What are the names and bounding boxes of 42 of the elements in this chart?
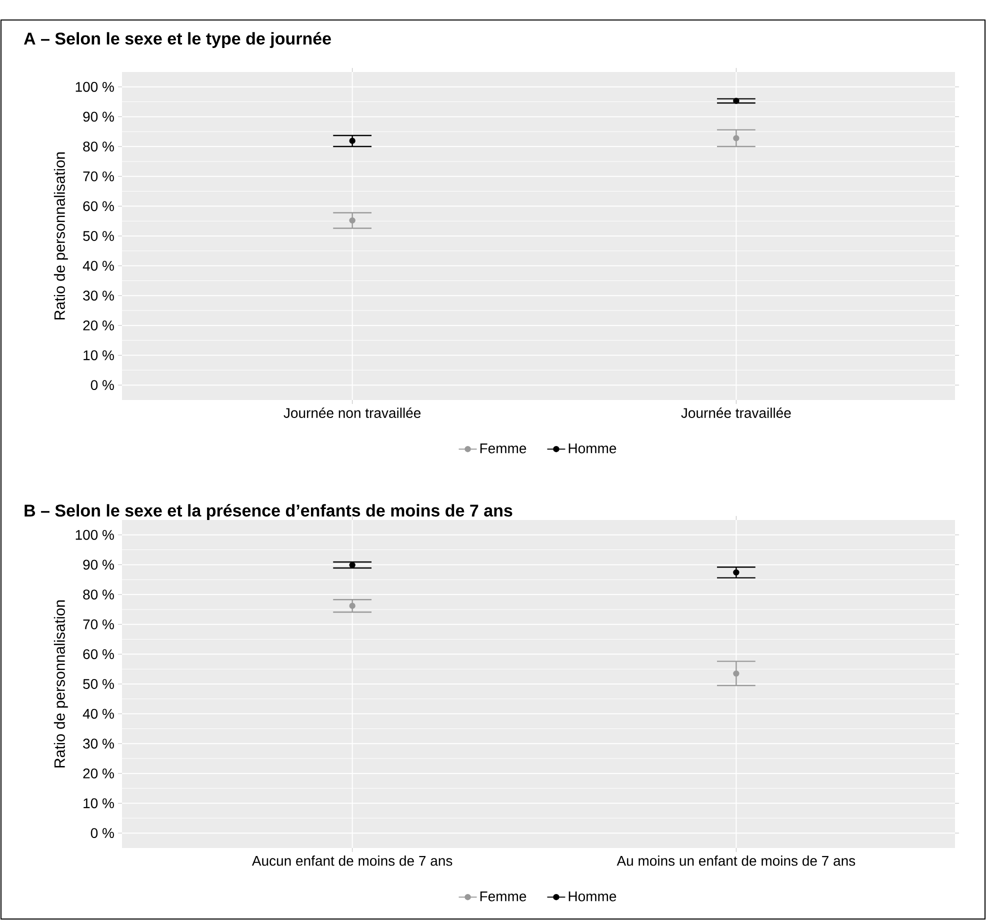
legend-label: Homme: [568, 444, 616, 454]
point: [349, 562, 356, 568]
point: [733, 135, 740, 142]
y-tick-label: 100 %: [76, 530, 114, 540]
y-tick-label: 20 %: [83, 768, 114, 778]
y-tick-label: 60 %: [83, 201, 114, 212]
legend-label: Femme: [480, 892, 526, 902]
point: [733, 569, 740, 576]
y-tick-label: 100 %: [76, 82, 114, 92]
point: [349, 602, 356, 609]
x-tick-label: Au moins un enfant de moins de 7 ans: [616, 856, 856, 866]
y-tick-label: 70 %: [83, 619, 114, 630]
x-tick-label: Journée non travaillée: [284, 408, 421, 418]
point: [349, 138, 356, 144]
y-tick-label: 10 %: [84, 798, 114, 808]
y-tick-label: 90 %: [83, 560, 114, 570]
y-tick-label: 40 %: [82, 708, 114, 719]
y-tick-label: 30 %: [83, 290, 114, 301]
y-axis-title: Ratio de personnalisation: [54, 600, 68, 768]
y-tick-label: 60 %: [83, 649, 114, 660]
y-tick-label: 80 %: [83, 142, 114, 152]
x-tick-label: Aucun enfant de moins de 7 ans: [252, 856, 452, 866]
chart-title: A – Selon le sexe et le type de journée: [24, 32, 331, 48]
x-tick-label: Journée travaillée: [681, 408, 791, 418]
y-tick-label: 70 %: [83, 171, 114, 182]
y-tick-label: 30 %: [83, 738, 114, 749]
point: [349, 217, 356, 224]
legend-label: Homme: [568, 892, 616, 902]
y-tick-label: 50 %: [83, 231, 114, 241]
y-tick-label: 0 %: [90, 380, 114, 390]
y-tick-label: 10 %: [84, 350, 114, 360]
y-tick-label: 90 %: [83, 112, 114, 122]
y-tick-label: 50 %: [83, 679, 114, 689]
legend-label: Femme: [480, 444, 526, 454]
y-tick-label: 20 %: [83, 320, 114, 330]
y-tick-label: 40 %: [82, 260, 114, 271]
y-axis-title: Ratio de personnalisation: [54, 152, 68, 320]
chart-title: B – Selon le sexe et la présence d’enfants de moins de 7 ans: [24, 504, 512, 520]
y-tick-label: 80 %: [83, 590, 114, 600]
point: [733, 670, 740, 677]
point: [733, 98, 740, 104]
y-tick-label: 0 %: [90, 828, 114, 838]
